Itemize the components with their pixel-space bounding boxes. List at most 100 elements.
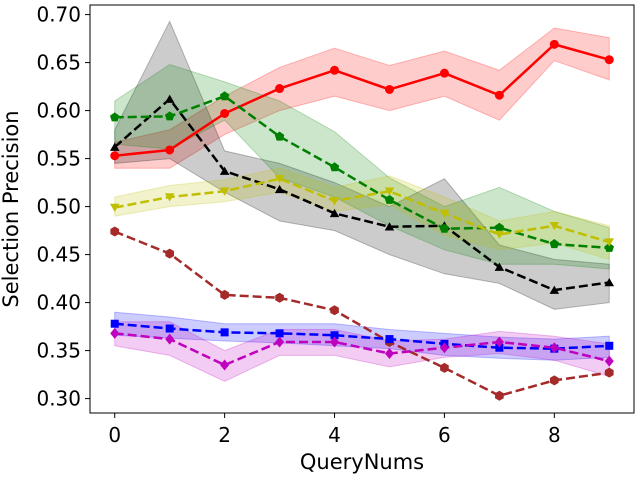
marker-red-6 bbox=[439, 68, 449, 78]
marker-magenta-6 bbox=[439, 342, 449, 354]
series-markers bbox=[109, 39, 615, 401]
x-axis-ticks: 0 2 4 6 8 bbox=[108, 413, 561, 447]
marker-magenta-5 bbox=[384, 347, 394, 359]
marker-brown-8 bbox=[549, 375, 559, 386]
y-tick-label-0: 0.30 bbox=[36, 387, 81, 411]
marker-brown-1 bbox=[165, 248, 175, 259]
marker-red-7 bbox=[494, 90, 504, 100]
y-tick-label-4: 0.50 bbox=[36, 195, 81, 219]
marker-yellow-1 bbox=[164, 193, 175, 202]
marker-green-6 bbox=[439, 223, 450, 233]
marker-green-8 bbox=[549, 239, 560, 249]
marker-brown-9 bbox=[604, 367, 614, 378]
x-tick-label-1: 2 bbox=[218, 423, 231, 447]
marker-brown-6 bbox=[440, 362, 449, 373]
marker-magenta-0 bbox=[110, 327, 120, 339]
line-red bbox=[114, 43, 610, 157]
marker-blue-0 bbox=[110, 319, 119, 328]
marker-black-7 bbox=[494, 262, 505, 271]
marker-magenta-7 bbox=[494, 336, 504, 348]
line-black bbox=[113, 97, 610, 292]
marker-red-1 bbox=[165, 145, 175, 155]
band-red bbox=[114, 27, 610, 169]
marker-green-2 bbox=[219, 91, 230, 101]
x-tick-label-3: 6 bbox=[438, 423, 451, 447]
marker-magenta-1 bbox=[165, 333, 175, 345]
marker-magenta-4 bbox=[330, 336, 340, 348]
line-brown bbox=[114, 230, 610, 397]
y-tick-label-5: 0.55 bbox=[36, 147, 81, 171]
marker-black-4 bbox=[329, 208, 340, 218]
marker-black-2 bbox=[219, 166, 230, 175]
marker-blue-2 bbox=[220, 328, 229, 337]
marker-black-3 bbox=[274, 184, 285, 194]
marker-black-1 bbox=[164, 94, 175, 103]
y-tick-label-2: 0.40 bbox=[36, 291, 81, 315]
band-black bbox=[114, 20, 610, 310]
y-axis-title: Selection Precision bbox=[0, 110, 23, 307]
marker-blue-3 bbox=[275, 329, 284, 338]
x-tick-label-4: 8 bbox=[548, 423, 561, 447]
marker-yellow-3 bbox=[274, 175, 285, 184]
x-tick-label-0: 0 bbox=[108, 423, 121, 447]
marker-blue-9 bbox=[605, 341, 614, 350]
marker-yellow-2 bbox=[219, 187, 230, 196]
marker-yellow-6 bbox=[439, 209, 450, 218]
y-tick-label-8: 0.70 bbox=[36, 3, 81, 27]
marker-blue-1 bbox=[165, 324, 174, 333]
marker-yellow-8 bbox=[549, 222, 560, 231]
marker-black-0 bbox=[109, 142, 120, 151]
marker-black-9 bbox=[604, 277, 615, 287]
marker-red-5 bbox=[384, 84, 394, 94]
line-magenta bbox=[114, 332, 610, 367]
marker-brown-2 bbox=[220, 289, 229, 300]
line-green bbox=[114, 94, 610, 250]
marker-magenta-2 bbox=[220, 359, 230, 371]
marker-red-8 bbox=[549, 39, 559, 49]
marker-magenta-3 bbox=[275, 336, 285, 348]
marker-black-8 bbox=[549, 285, 560, 294]
plot-frame bbox=[89, 4, 635, 414]
marker-brown-0 bbox=[110, 226, 120, 237]
marker-blue-5 bbox=[385, 335, 394, 344]
marker-yellow-7 bbox=[494, 230, 505, 239]
marker-red-3 bbox=[275, 84, 285, 94]
y-tick-label-3: 0.45 bbox=[36, 243, 81, 267]
marker-red-4 bbox=[330, 65, 340, 75]
marker-magenta-8 bbox=[549, 342, 559, 354]
marker-red-9 bbox=[604, 55, 614, 65]
series-lines bbox=[113, 43, 610, 397]
band-yellow bbox=[114, 167, 610, 261]
marker-brown-4 bbox=[330, 305, 339, 316]
marker-green-5 bbox=[384, 194, 395, 204]
y-tick-label-1: 0.35 bbox=[36, 339, 81, 363]
line-yellow bbox=[114, 177, 610, 244]
y-tick-label-6: 0.60 bbox=[36, 99, 81, 123]
marker-brown-3 bbox=[275, 292, 284, 303]
marker-yellow-9 bbox=[604, 238, 615, 247]
y-axis-ticks: 0.30 0.35 0.40 0.45 0.50 0.55 0.60 0.65 0.70 bbox=[36, 3, 90, 411]
marker-red-0 bbox=[110, 151, 120, 161]
marker-green-0 bbox=[109, 112, 120, 122]
y-tick-label-7: 0.65 bbox=[36, 51, 81, 75]
line-blue bbox=[114, 322, 610, 350]
marker-yellow-5 bbox=[384, 187, 395, 196]
marker-brown-7 bbox=[495, 390, 504, 401]
marker-green-1 bbox=[164, 111, 175, 121]
marker-red-2 bbox=[220, 108, 230, 118]
marker-black-5 bbox=[384, 222, 395, 231]
marker-green-4 bbox=[329, 162, 340, 172]
marker-blue-7 bbox=[495, 343, 504, 352]
marker-magenta-9 bbox=[604, 355, 614, 367]
x-axis-title: QueryNums bbox=[300, 450, 424, 474]
band-green bbox=[114, 63, 610, 270]
marker-yellow-4 bbox=[329, 197, 340, 206]
marker-green-9 bbox=[604, 242, 615, 252]
x-tick-label-2: 4 bbox=[328, 423, 341, 447]
confidence-bands bbox=[114, 20, 610, 382]
marker-green-3 bbox=[274, 131, 285, 141]
marker-blue-4 bbox=[330, 331, 339, 340]
marker-yellow-0 bbox=[109, 203, 120, 213]
